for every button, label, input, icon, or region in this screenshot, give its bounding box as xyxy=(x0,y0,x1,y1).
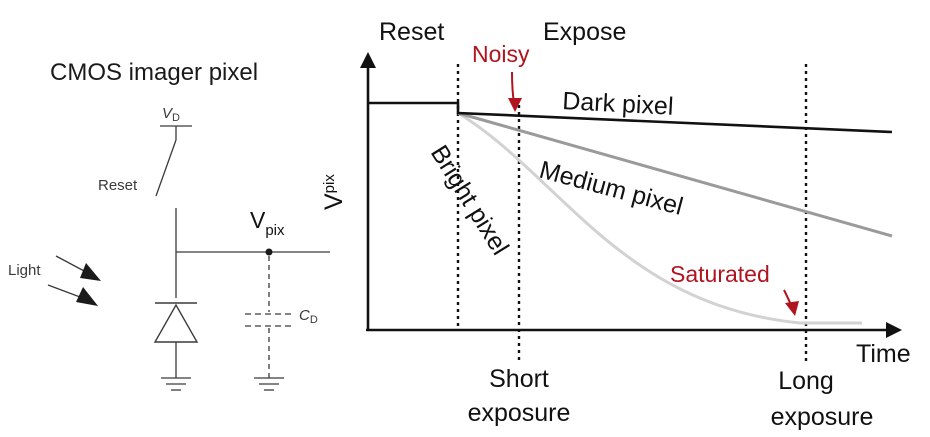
vpix-node-label: Vpix xyxy=(250,207,285,239)
short-exposure-label-line2: exposure xyxy=(468,399,571,427)
dark-pixel-label: Dark pixel xyxy=(562,87,674,121)
light-label: Light xyxy=(8,262,41,279)
saturated-annotation: Saturated xyxy=(670,261,770,287)
light-arrows-icon xyxy=(47,255,101,306)
reset-switch-label: Reset xyxy=(98,177,138,194)
noisy-annotation: Noisy xyxy=(472,41,530,67)
cd-label: CD xyxy=(299,307,318,326)
photodiode-icon xyxy=(153,303,199,343)
long-exposure-label-line1: Long xyxy=(778,367,834,395)
bright-pixel-label: Bright pixel xyxy=(425,140,514,260)
vd-label: VD xyxy=(162,105,180,124)
dark-pixel-curve xyxy=(368,101,893,134)
cd-ground-icon xyxy=(254,377,284,391)
cmos-pixel-circuit: CMOS imager pixel VD Reset Vpix Light xyxy=(8,59,330,391)
short-exposure-label-line1: Short xyxy=(489,365,549,393)
medium-pixel-label: Medium pixel xyxy=(536,156,686,221)
vpix-time-plot: Vpix Time Reset Expose Dark pixel Medium… xyxy=(320,18,911,431)
long-exposure-label-line2: exposure xyxy=(771,403,874,431)
phase-reset-label: Reset xyxy=(379,18,444,46)
x-axis-label: Time xyxy=(856,340,911,368)
medium-pixel-curve xyxy=(457,111,893,238)
circuit-title: CMOS imager pixel xyxy=(50,59,258,86)
phase-expose-label: Expose xyxy=(543,18,626,46)
reset-switch xyxy=(155,139,177,197)
y-axis-arrow-icon xyxy=(360,52,376,68)
bright-pixel-curve xyxy=(457,111,862,325)
diode-ground-icon xyxy=(161,377,191,391)
x-axis-arrow-icon xyxy=(886,322,902,338)
saturated-arrowhead-icon xyxy=(785,301,799,316)
y-axis-label: Vpix xyxy=(320,174,348,210)
vpix-node-dot xyxy=(265,248,273,256)
noisy-arrowhead-icon xyxy=(508,98,522,112)
